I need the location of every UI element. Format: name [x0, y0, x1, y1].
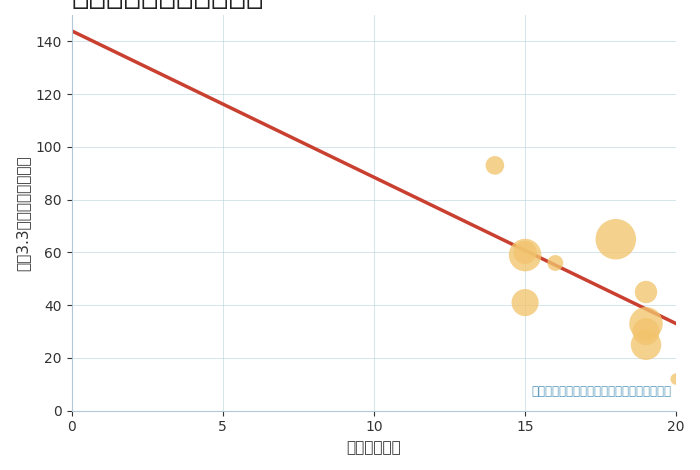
- Text: 奈良県奈良市七条西町の
駅距離別中古戸建て価格: 奈良県奈良市七条西町の 駅距離別中古戸建て価格: [71, 0, 264, 10]
- Point: [640, 288, 652, 296]
- Point: [671, 376, 682, 383]
- Point: [640, 328, 652, 335]
- X-axis label: 駅距離（分）: 駅距離（分）: [346, 440, 401, 455]
- Point: [640, 320, 652, 328]
- Point: [489, 162, 500, 169]
- Y-axis label: 坪（3.3㎡）単価（万円）: 坪（3.3㎡）単価（万円）: [15, 155, 30, 271]
- Point: [640, 341, 652, 349]
- Point: [519, 249, 531, 256]
- Point: [519, 251, 531, 259]
- Point: [610, 235, 622, 243]
- Point: [519, 299, 531, 306]
- Text: 円の大きさは、取引のあった物件面積を示す: 円の大きさは、取引のあった物件面積を示す: [532, 384, 672, 398]
- Point: [550, 259, 561, 267]
